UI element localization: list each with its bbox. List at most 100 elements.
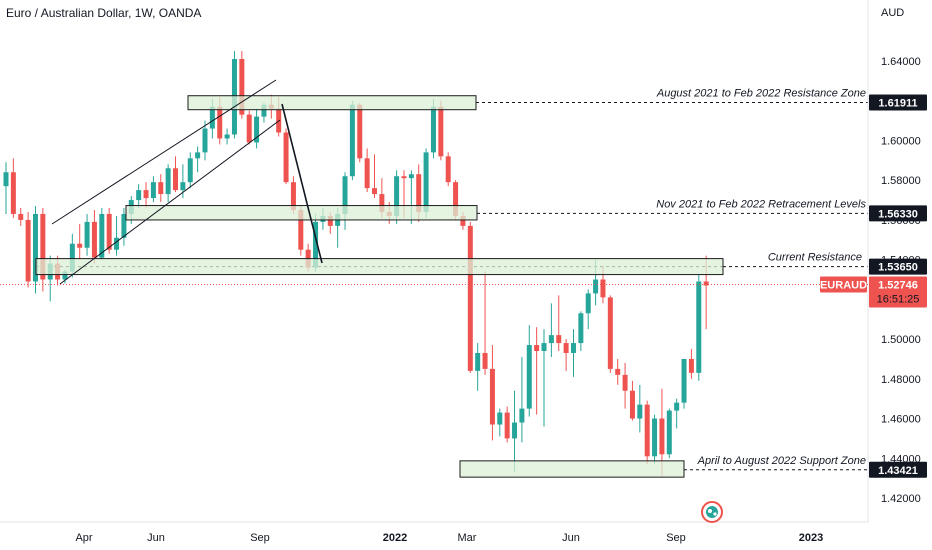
candle-body: [25, 219, 31, 282]
candle-up: [32, 206, 38, 294]
candle-down: [18, 207, 24, 226]
candle-body: [313, 221, 319, 268]
candle-body: [246, 114, 252, 143]
candle-body: [416, 174, 422, 212]
candle-body: [637, 404, 643, 419]
zone-rect: [35, 258, 724, 276]
breakdown-line: [281, 103, 323, 264]
time-tick-label: Mar: [458, 532, 477, 544]
candle-body: [475, 352, 481, 371]
candle-body: [342, 176, 348, 214]
price-tick-label: 1.46000: [881, 414, 921, 426]
current-price-value: 1.52746: [878, 280, 918, 292]
level-price-value: 1.61911: [878, 97, 917, 109]
candle-body: [40, 213, 46, 280]
symbol-tag-label: EURAUD: [820, 280, 867, 292]
candle-body: [629, 390, 635, 419]
candle-body: [18, 213, 24, 220]
candle-body: [607, 297, 613, 369]
candle-body: [180, 182, 186, 191]
level-label: Current Resistance: [768, 252, 862, 264]
candle-body: [150, 182, 156, 199]
candle-up: [165, 164, 171, 203]
candle-up: [342, 172, 348, 230]
candle-body: [173, 168, 179, 191]
candle-body: [239, 59, 245, 115]
candle-body: [526, 345, 532, 409]
candle-body: [519, 408, 525, 423]
candle-up: [674, 398, 680, 429]
candle-up: [696, 273, 702, 381]
candle-body: [666, 410, 672, 455]
candle-body: [453, 182, 459, 216]
candle-body: [659, 418, 665, 455]
candle-up: [637, 384, 643, 433]
candle-up: [84, 213, 90, 256]
level-labels: August 2021 to Feb 2022 Resistance Zone N…: [656, 87, 867, 466]
candle-up: [121, 207, 127, 246]
candle-up: [578, 311, 584, 352]
symbol-tag: [820, 276, 867, 293]
candle-up: [150, 176, 156, 203]
candle-body: [430, 106, 436, 153]
candle-up: [512, 390, 518, 473]
chart-title: Euro / Australian Dollar, 1W, OANDA: [6, 6, 202, 20]
candle-down: [489, 345, 495, 441]
candle-body: [84, 221, 90, 248]
price-tick-label: 1.50000: [881, 334, 921, 346]
candle-up: [475, 343, 481, 391]
candle-down: [106, 207, 112, 254]
candle-up: [136, 184, 142, 208]
candle-up: [202, 120, 208, 161]
time-tick-label: Jun: [147, 532, 165, 544]
level-label: April to August 2022 Support Zone: [697, 455, 866, 467]
time-axis[interactable]: Apr Jun Sep 2022 Mar Jun Sep 2023: [75, 532, 823, 544]
candle-body: [688, 358, 694, 373]
level-price-tag: [869, 94, 927, 111]
time-tick-label: 2022: [383, 532, 407, 544]
candle-body: [467, 225, 473, 371]
candle-body: [445, 156, 451, 183]
candle-down: [246, 110, 252, 145]
candle-body: [622, 374, 628, 391]
candle-body: [681, 358, 687, 403]
time-tick-label: Apr: [75, 532, 92, 544]
candle-body: [364, 158, 370, 189]
candle-body: [489, 368, 495, 425]
level-price-value: 1.53650: [878, 262, 918, 274]
candle-body: [69, 243, 75, 272]
candle-body: [593, 279, 599, 294]
candle-body: [504, 412, 510, 439]
tradingview-logo-icon: [701, 501, 723, 523]
level-tags: 1.61911 1.56330 1.53650 1.43421: [869, 94, 927, 478]
level-price-tag: [869, 205, 927, 222]
candle-body: [357, 104, 363, 159]
candle-body: [136, 190, 142, 201]
candle-up: [254, 108, 260, 149]
candle-down: [622, 362, 628, 409]
candle-body: [394, 176, 400, 216]
level-price-tag: [869, 258, 927, 275]
time-tick-label: Sep: [666, 532, 686, 544]
candle-down: [77, 223, 83, 260]
level-label: Nov 2021 to Feb 2022 Retracement Levels: [656, 198, 866, 210]
candle-body: [217, 106, 223, 139]
candle-body: [298, 209, 304, 250]
candle-body: [195, 152, 201, 159]
candle-body: [408, 174, 414, 179]
candle-body: [261, 104, 267, 117]
candle-up: [349, 100, 355, 181]
candle-body: [327, 215, 333, 226]
zone-rect: [125, 205, 478, 221]
candle-body: [401, 176, 407, 179]
candle-body: [32, 213, 38, 282]
candle-body: [578, 313, 584, 344]
candle-up: [99, 207, 105, 260]
candle-down: [688, 349, 694, 379]
candle-down: [372, 154, 377, 199]
bar-countdown: 16:51:25: [877, 294, 920, 306]
candle-body: [652, 418, 658, 457]
level-price-value: 1.56330: [878, 208, 918, 220]
candle-up: [570, 329, 576, 377]
